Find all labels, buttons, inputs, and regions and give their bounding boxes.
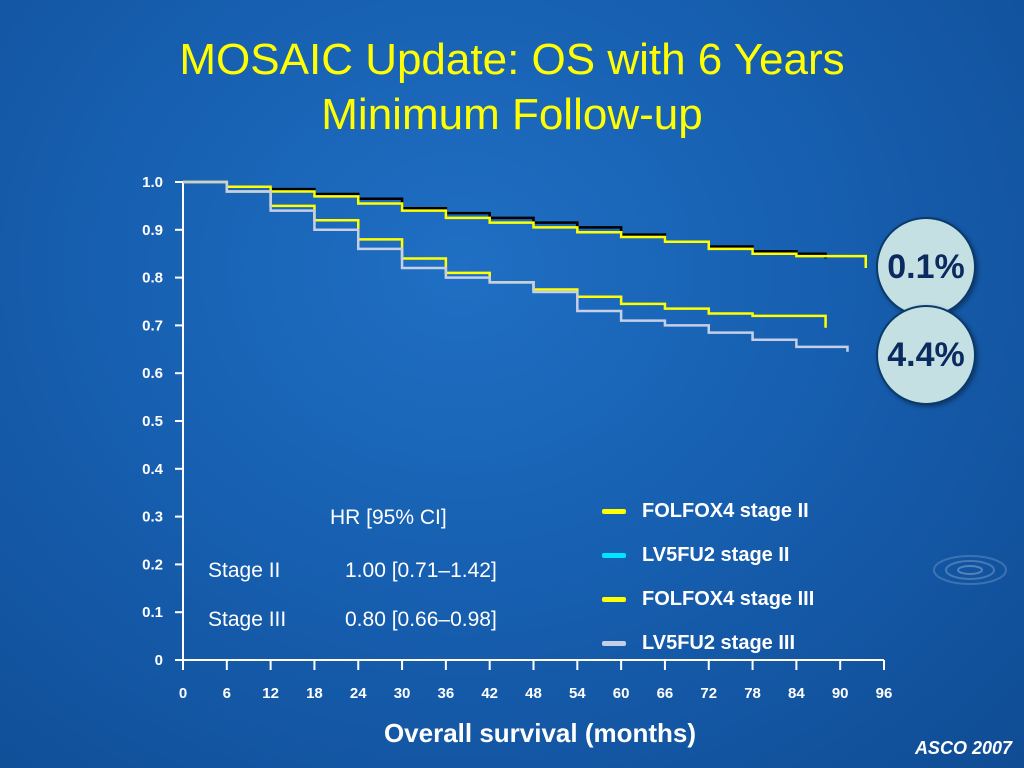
x-tick-label: 42 [481,685,498,702]
x-tick-label: 90 [832,685,849,702]
x-tick-label: 66 [657,685,674,702]
x-tick-label: 72 [700,685,717,702]
legend-swatch [602,640,626,646]
y-tick-label: 0.9 [142,222,163,239]
x-tick-label: 36 [438,685,455,702]
legend-swatch [602,596,626,602]
y-tick-label: 1.0 [142,174,163,191]
legend-swatch [602,508,626,514]
legend-label: LV5FU2 stage II [642,543,790,566]
hr-row-value: 1.00 [0.71–1.42] [345,559,497,582]
survival-curve-2 [183,180,867,269]
x-tick-label: 6 [223,685,231,702]
slide-title-line-2: Minimum Follow-up [321,90,703,139]
x-tick-label: 48 [525,685,542,702]
legend-label: LV5FU2 stage III [642,631,796,654]
x-tick-label: 0 [179,685,187,702]
source-credit: ASCO 2007 [914,738,1012,758]
x-tick-label: 96 [876,685,893,702]
legend-item: LV5FU2 stage III [602,628,795,658]
x-tick-label: 78 [744,685,761,702]
y-tick-label: 0 [155,652,163,669]
legend-swatch [602,552,626,558]
y-tick-label: 0.6 [142,365,163,382]
legend-item: FOLFOX4 stage II [602,496,809,526]
slide-title-line-1: MOSAIC Update: OS with 6 Years [179,35,845,84]
y-tick-label: 0.7 [142,317,163,334]
hr-row-label: Stage II [208,559,281,582]
legend-item: LV5FU2 stage II [602,540,789,570]
survival-curve-1 [183,180,827,259]
x-tick-label: 30 [394,685,411,702]
x-tick-label: 60 [613,685,630,702]
legend-item: FOLFOX4 stage III [602,584,814,614]
hr-row-value: 0.80 [0.66–0.98] [345,608,497,631]
survival-curve-4 [183,180,849,352]
y-tick-label: 0.5 [142,413,163,430]
x-tick-label: 24 [350,685,367,702]
legend-label: FOLFOX4 stage II [642,499,809,522]
y-tick-label: 0.2 [142,556,163,573]
hr-table-header: HR [95% CI] [330,506,447,529]
water-ripple-decoration [933,555,1007,585]
hr-row-label: Stage III [208,608,287,631]
difference-badge-stage-iii: 4.4% [876,305,976,405]
survival-curve-3 [183,180,827,328]
difference-badge-stage-ii: 0.1% [876,217,976,317]
y-tick-label: 0.3 [142,509,163,526]
chart-series [183,180,867,352]
x-tick-label: 84 [788,685,805,702]
chart-axes: 0 0.1 0.2 0.3 0.4 0.5 0.6 0.7 0.8 0.9 1.0 0 6 12 18 24 3… [142,174,892,702]
x-tick-label: 18 [306,685,323,702]
y-tick-label: 0.8 [142,270,163,287]
legend-label: FOLFOX4 stage III [642,587,815,610]
x-axis-label: Overall survival (months) [383,718,697,748]
y-tick-label: 0.1 [142,604,163,621]
x-tick-label: 12 [262,685,279,702]
y-tick-label: 0.4 [142,461,164,478]
x-tick-label: 54 [569,685,586,702]
